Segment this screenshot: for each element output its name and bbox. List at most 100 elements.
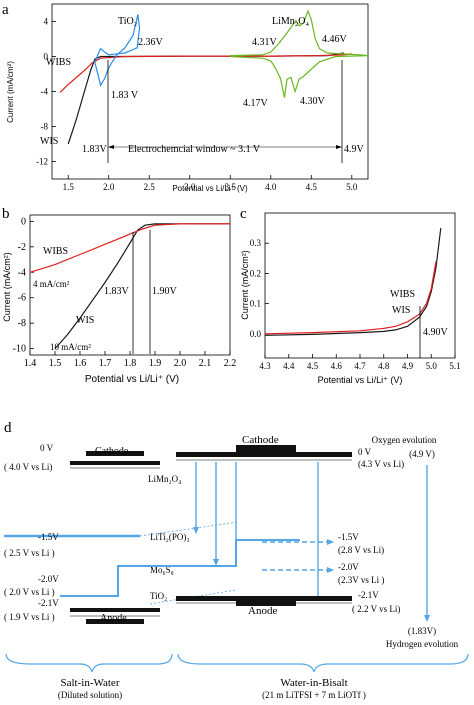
window-arrow-left-head bbox=[108, 145, 114, 149]
c-xtick-label: 4.4 bbox=[283, 361, 295, 371]
oxygen-v-label: (4.9 V) bbox=[409, 449, 435, 459]
a-xtick-label: 3.0 bbox=[184, 182, 196, 192]
liti-label: LiTi₂(PO)₃ bbox=[150, 532, 189, 542]
a-v430-label: 4.30V bbox=[300, 96, 326, 107]
arrow-2-head bbox=[213, 559, 219, 566]
c-xtick-label: 4.3 bbox=[259, 361, 271, 371]
right-level-3-bottom: ( 2.2 V vs Li) bbox=[352, 604, 400, 614]
left-cathode-level bbox=[70, 461, 160, 465]
b-ytick-label: -2 bbox=[18, 242, 26, 253]
left-level-0-top: 0 V bbox=[40, 443, 54, 453]
c-ytick-label: 0.3 bbox=[250, 238, 262, 248]
a-ytick-label: -8 bbox=[41, 122, 49, 132]
panel-c-series bbox=[264, 228, 442, 336]
panel-letter-b: b bbox=[2, 206, 10, 222]
c-xtick-label: 4.6 bbox=[331, 361, 343, 371]
left-anode-bar bbox=[86, 619, 144, 624]
b-xtick-label: 2.2 bbox=[224, 358, 237, 369]
b-ylabel: Current (mA/cm²) bbox=[2, 252, 12, 322]
left-level-3-top: -2.1V bbox=[38, 598, 59, 608]
right-level-2-top: -2.0V bbox=[338, 562, 359, 572]
panel-b-series bbox=[29, 223, 230, 349]
window-right-label: 4.9V bbox=[344, 144, 365, 155]
panel-d-diagram: Cathode Anode 0 V ( 4.0 V vs Li) -1.5V (… bbox=[4, 434, 469, 700]
left-level-2-top: -2.0V bbox=[38, 574, 59, 584]
dashed-arrow-2-head bbox=[327, 567, 334, 573]
right-cathode-level bbox=[176, 452, 352, 457]
left-level-1-top: -1.5V bbox=[38, 532, 59, 542]
a-tio2-label: TiO₂ bbox=[118, 16, 137, 27]
liti-connector bbox=[139, 521, 239, 537]
right-level-2-bottom: (2.3V vs Li ) bbox=[338, 575, 384, 585]
a-ytick-label: 4 bbox=[44, 17, 49, 27]
tio2-connector bbox=[149, 589, 237, 605]
panel-letter-c: c bbox=[240, 206, 247, 222]
blue-step-line bbox=[60, 539, 300, 597]
c-series-wis bbox=[264, 228, 442, 336]
tio2-label: TiO₂ bbox=[150, 591, 167, 601]
b-xtick-label: 1.7 bbox=[99, 358, 112, 369]
left-cathode-label: Cathode bbox=[95, 446, 129, 457]
a-wis-label: WIS bbox=[40, 136, 58, 147]
b-j4-label: 4 mA/cm² bbox=[33, 279, 70, 289]
a-series-tio- bbox=[94, 14, 141, 87]
right-anode-label: Anode bbox=[248, 605, 277, 617]
a-limn-label: LiMn₂O₄ bbox=[272, 16, 309, 27]
a-v446-label: 4.46V bbox=[322, 34, 348, 45]
bisalt-sub-label: (21 m LiTFSI + 7 m LiOTf ) bbox=[262, 690, 366, 700]
right-level-1-top: -1.5V bbox=[338, 532, 359, 542]
b-ytick-label: 0 bbox=[21, 216, 26, 227]
panel-b-ticks: 1.4 1.5 1.6 1.7 1.8 1.9 2.0 2.1 2.2 0 -2 -4 -6 -8 -10 bbox=[13, 216, 237, 369]
c-ytick-label: 0.2 bbox=[250, 268, 261, 278]
panel-letter-a: a bbox=[2, 2, 9, 18]
a-xtick-label: 2.5 bbox=[144, 182, 156, 192]
b-xtick-label: 1.8 bbox=[124, 358, 137, 369]
a-ylabel: Current (mA/cm²) bbox=[6, 61, 15, 123]
b-xtick-label: 2.1 bbox=[199, 358, 212, 369]
a-v431-label: 4.31V bbox=[252, 37, 278, 48]
right-cathode-label: Cathode bbox=[242, 434, 279, 446]
c-xtick-label: 4.5 bbox=[307, 361, 319, 371]
c-v490-label: 4.90V bbox=[423, 327, 449, 338]
b-ytick-label: -8 bbox=[18, 318, 26, 329]
b-j10-label: 10 mA/cm² bbox=[50, 342, 91, 352]
right-level-0-top: 0 V bbox=[358, 447, 372, 457]
a-v417-label: 4.17V bbox=[243, 98, 269, 109]
c-wibs-label: WIBS bbox=[390, 289, 415, 300]
c-xlabel: Potential vs Li/Li⁺ (V) bbox=[318, 375, 403, 385]
a-ytick-label: -4 bbox=[41, 87, 49, 97]
hydrogen-label: Hydrogen evolution bbox=[386, 639, 459, 649]
left-level-3-bottom: ( 1.9 V vs Li ) bbox=[4, 612, 55, 622]
c-series-wibs bbox=[264, 261, 437, 335]
salt-brace bbox=[5, 653, 173, 673]
left-anode-label: Anode bbox=[100, 613, 127, 624]
salt-label: Salt-in-Water bbox=[61, 677, 120, 689]
c-ylabel: Current (mA/cm²) bbox=[240, 250, 250, 320]
left-level-2-bottom: ( 2.0 V vs Li ) bbox=[4, 587, 55, 597]
right-level-3-top: -2.1V bbox=[358, 590, 379, 600]
hydrogen-v-label: (1.83V) bbox=[408, 626, 436, 636]
a-series-wibs bbox=[59, 53, 352, 93]
panel-c: 4.3 4.4 4.5 4.6 4.7 4.8 4.9 5.0 5.10.30.20.10.0 … bbox=[240, 212, 461, 385]
c-ytick-label: 0.0 bbox=[250, 329, 262, 339]
a-xtick-label: 4.0 bbox=[265, 182, 277, 192]
b-xtick-label: 1.9 bbox=[149, 358, 162, 369]
b-ytick-label: -10 bbox=[13, 344, 26, 355]
window-left-label: 1.83V bbox=[82, 144, 108, 155]
panel-b: 1.4 1.5 1.6 1.7 1.8 1.9 2.0 2.1 2.20-2-4-6-8-10 … bbox=[2, 214, 237, 385]
c-xtick-label: 4.9 bbox=[402, 361, 414, 371]
left-cathode-bar bbox=[86, 451, 144, 456]
b-v190-label: 1.90V bbox=[152, 286, 178, 297]
c-xtick-label: 5.0 bbox=[426, 361, 438, 371]
left-level-1-bottom: ( 2.5 V vs Li ) bbox=[4, 548, 55, 558]
b-xtick-label: 1.6 bbox=[74, 358, 87, 369]
a-series-limn-o- bbox=[230, 9, 369, 98]
b-xtick-label: 1.5 bbox=[49, 358, 62, 369]
arrow-1-head bbox=[193, 527, 199, 534]
bisalt-label: Water-in-Bisalt bbox=[280, 677, 347, 689]
oxygen-label: Oxygen evolution bbox=[372, 435, 437, 445]
a-xtick-label: 4.5 bbox=[306, 182, 318, 192]
b-xlabel: Potential vs Li/Li⁺ (V) bbox=[85, 374, 179, 385]
panel-letter-d: d bbox=[4, 420, 12, 436]
